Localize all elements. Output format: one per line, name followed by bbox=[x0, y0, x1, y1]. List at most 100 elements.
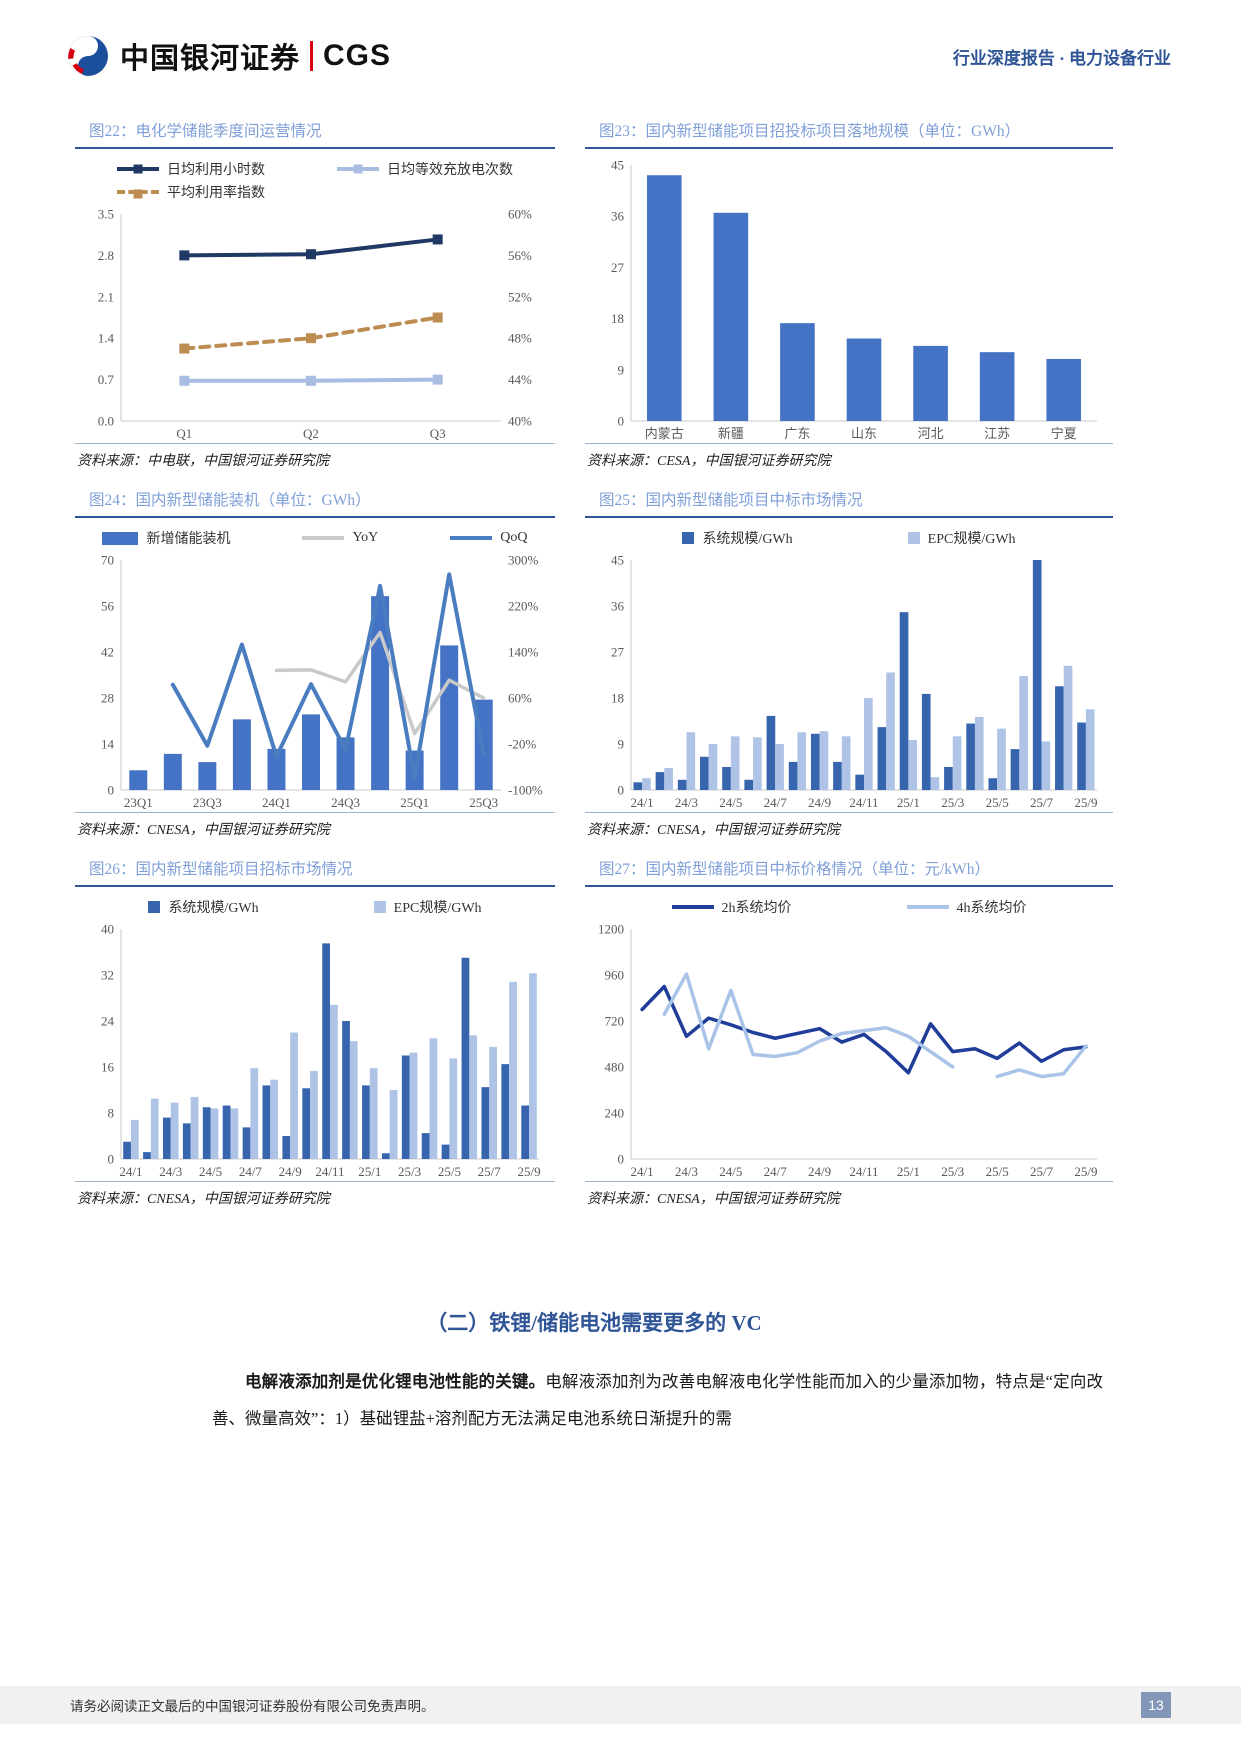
figure-27-source: 资料来源：CNESA，中国银河证券研究院 bbox=[585, 1181, 1113, 1216]
svg-text:24/9: 24/9 bbox=[279, 1164, 302, 1179]
svg-text:24/3: 24/3 bbox=[675, 1164, 698, 1179]
svg-text:江苏: 江苏 bbox=[984, 426, 1010, 441]
legend-item: 4h系统均价 bbox=[906, 897, 1027, 917]
svg-text:25/5: 25/5 bbox=[986, 1164, 1009, 1179]
figure-22-title: 图22：电化学储能季度间运营情况 bbox=[75, 116, 555, 149]
svg-text:52%: 52% bbox=[508, 289, 532, 304]
svg-text:25/7: 25/7 bbox=[1030, 1164, 1054, 1179]
legend-item: 系统规模/GWh bbox=[148, 897, 259, 917]
paragraph-rest: 电解液添加剂为改善电解液电化学性能而加入的少量添加物，特点是“定向改善、微量高效… bbox=[212, 1372, 1104, 1429]
legend-item: EPC规模/GWh bbox=[373, 897, 482, 917]
legend-label: YoY bbox=[352, 530, 379, 545]
svg-text:27: 27 bbox=[611, 645, 625, 660]
svg-text:18: 18 bbox=[611, 311, 624, 326]
svg-text:25/1: 25/1 bbox=[897, 1164, 920, 1179]
brand-divider bbox=[310, 41, 314, 71]
figure-23-chart: 0 9 18 27 36 45 内蒙古 新疆 广东 山东 河北 江苏 宁夏 bbox=[585, 149, 1113, 443]
chart-plot-area: 0 8 16 24 32 40 24/1 24/3 24/5 24/7 24/9 24/11 25/1 2… bbox=[77, 921, 553, 1181]
figure-23: 图23：国内新型储能项目招投标项目落地规模（单位：GWh） 0 9 18 27 36 45… bbox=[585, 116, 1113, 478]
svg-text:24/9: 24/9 bbox=[808, 1164, 831, 1179]
figure-26-source: 资料来源：CNESA，中国银河证券研究院 bbox=[75, 1181, 555, 1216]
svg-text:25/1: 25/1 bbox=[358, 1164, 381, 1179]
svg-text:24/1: 24/1 bbox=[631, 795, 654, 810]
svg-text:24/5: 24/5 bbox=[719, 795, 742, 810]
legend-swatch bbox=[117, 164, 159, 174]
legend-item: 平均利用率指数 bbox=[117, 182, 265, 202]
report-type: 行业深度报告 bbox=[952, 48, 1055, 68]
figure-24-title: 图24：国内新型储能装机（单位：GWh） bbox=[75, 485, 555, 518]
legend-item: 新增储能装机 bbox=[102, 528, 230, 548]
svg-text:45: 45 bbox=[611, 158, 624, 173]
svg-text:-20%: -20% bbox=[508, 737, 536, 752]
svg-text:9: 9 bbox=[618, 737, 625, 752]
svg-text:25/3: 25/3 bbox=[398, 1164, 421, 1179]
legend-label: 平均利用率指数 bbox=[167, 186, 265, 201]
svg-text:3.5: 3.5 bbox=[98, 207, 114, 222]
svg-text:Q1: Q1 bbox=[176, 426, 192, 441]
legend-swatch bbox=[671, 905, 714, 909]
figure-22-source: 资料来源：中电联，中国银河证券研究院 bbox=[75, 443, 555, 478]
svg-text:宁夏: 宁夏 bbox=[1051, 426, 1077, 441]
chart-plot-area: 0 14 28 42 56 70 -100% -20% 60% 140% 220% 300% 23Q1 2… bbox=[77, 552, 553, 812]
svg-text:960: 960 bbox=[605, 968, 625, 983]
svg-text:16: 16 bbox=[101, 1060, 115, 1075]
figure-23-title: 图23：国内新型储能项目招投标项目落地规模（单位：GWh） bbox=[585, 116, 1113, 149]
svg-text:2.1: 2.1 bbox=[98, 289, 114, 304]
svg-text:14: 14 bbox=[101, 737, 115, 752]
figure-25-title: 图25：国内新型储能项目中标市场情况 bbox=[585, 485, 1113, 518]
legend-label: EPC规模/GWh bbox=[393, 901, 482, 916]
svg-text:27: 27 bbox=[611, 260, 625, 275]
galaxy-logo-icon bbox=[68, 36, 108, 76]
svg-text:0: 0 bbox=[108, 1152, 115, 1167]
svg-text:8: 8 bbox=[108, 1106, 115, 1121]
paragraph-lead: 电解液添加剂是优化锂电池性能的关键。 bbox=[245, 1372, 546, 1391]
svg-text:24/9: 24/9 bbox=[808, 795, 831, 810]
svg-text:23Q1: 23Q1 bbox=[124, 795, 153, 810]
legend-item: EPC规模/GWh bbox=[907, 528, 1016, 548]
legend-label: 日均利用小时数 bbox=[167, 163, 265, 178]
figure-26-title: 图26：国内新型储能项目招标市场情况 bbox=[75, 854, 555, 887]
svg-text:山东: 山东 bbox=[851, 426, 877, 441]
svg-text:1.4: 1.4 bbox=[98, 331, 115, 346]
chart-plot-area: 0 240 480 720 960 1200 24/1 24/3 24/5 24/7 24/9 24/… bbox=[587, 921, 1111, 1181]
legend-swatch bbox=[148, 901, 161, 913]
svg-text:9: 9 bbox=[618, 362, 625, 377]
svg-text:0.7: 0.7 bbox=[98, 372, 115, 387]
figure-22: 图22：电化学储能季度间运营情况 日均利用小时数 日均等效充放电次数平均利用率指数… bbox=[75, 116, 555, 478]
legend-label: 系统规模/GWh bbox=[168, 901, 259, 916]
legend-swatch bbox=[373, 901, 386, 913]
svg-text:45: 45 bbox=[611, 553, 624, 568]
legend-item: QoQ bbox=[450, 528, 528, 548]
svg-text:25/7: 25/7 bbox=[1030, 795, 1054, 810]
brand-name-cn: 中国银河证券 bbox=[120, 43, 301, 75]
svg-text:60%: 60% bbox=[508, 207, 532, 222]
svg-text:24/1: 24/1 bbox=[119, 1164, 142, 1179]
legend-item: 日均等效充放电次数 bbox=[337, 159, 513, 179]
svg-text:24/11: 24/11 bbox=[315, 1164, 344, 1179]
svg-text:480: 480 bbox=[605, 1060, 625, 1075]
figure-23-source: 资料来源：CESA，中国银河证券研究院 bbox=[585, 443, 1113, 478]
svg-text:42: 42 bbox=[101, 645, 114, 660]
svg-text:40%: 40% bbox=[508, 414, 532, 429]
chart-plot-area: 0.0 0.7 1.4 2.1 2.8 3.5 40% 44% 48% 52% 56% 60% Q1 Q2… bbox=[77, 206, 553, 443]
svg-text:25/5: 25/5 bbox=[438, 1164, 461, 1179]
body-paragraph: 电解液添加剂是优化锂电池性能的关键。电解液添加剂为改善电解液电化学性能而加入的少… bbox=[212, 1363, 1103, 1437]
svg-text:24: 24 bbox=[101, 1014, 115, 1029]
svg-text:25Q1: 25Q1 bbox=[400, 795, 429, 810]
svg-text:25/9: 25/9 bbox=[517, 1164, 540, 1179]
figure-24-source: 资料来源：CNESA，中国银河证券研究院 bbox=[75, 812, 555, 847]
svg-text:48%: 48% bbox=[508, 331, 532, 346]
legend-label: 新增储能装机 bbox=[146, 532, 231, 547]
svg-text:24/5: 24/5 bbox=[199, 1164, 222, 1179]
svg-text:1200: 1200 bbox=[598, 922, 624, 937]
svg-text:0: 0 bbox=[108, 783, 115, 798]
svg-text:300%: 300% bbox=[508, 553, 539, 568]
svg-text:0: 0 bbox=[618, 1152, 625, 1167]
page-footer: 请务必阅读正文最后的中国银河证券股份有限公司免责声明。 13 bbox=[0, 1686, 1241, 1724]
brand-logo: 中国银河证券 CGS bbox=[66, 34, 391, 78]
legend-label: EPC规模/GWh bbox=[927, 532, 1016, 547]
svg-text:Q2: Q2 bbox=[303, 426, 319, 441]
svg-text:36: 36 bbox=[611, 599, 625, 614]
svg-text:40: 40 bbox=[101, 922, 114, 937]
svg-text:24/7: 24/7 bbox=[239, 1164, 263, 1179]
